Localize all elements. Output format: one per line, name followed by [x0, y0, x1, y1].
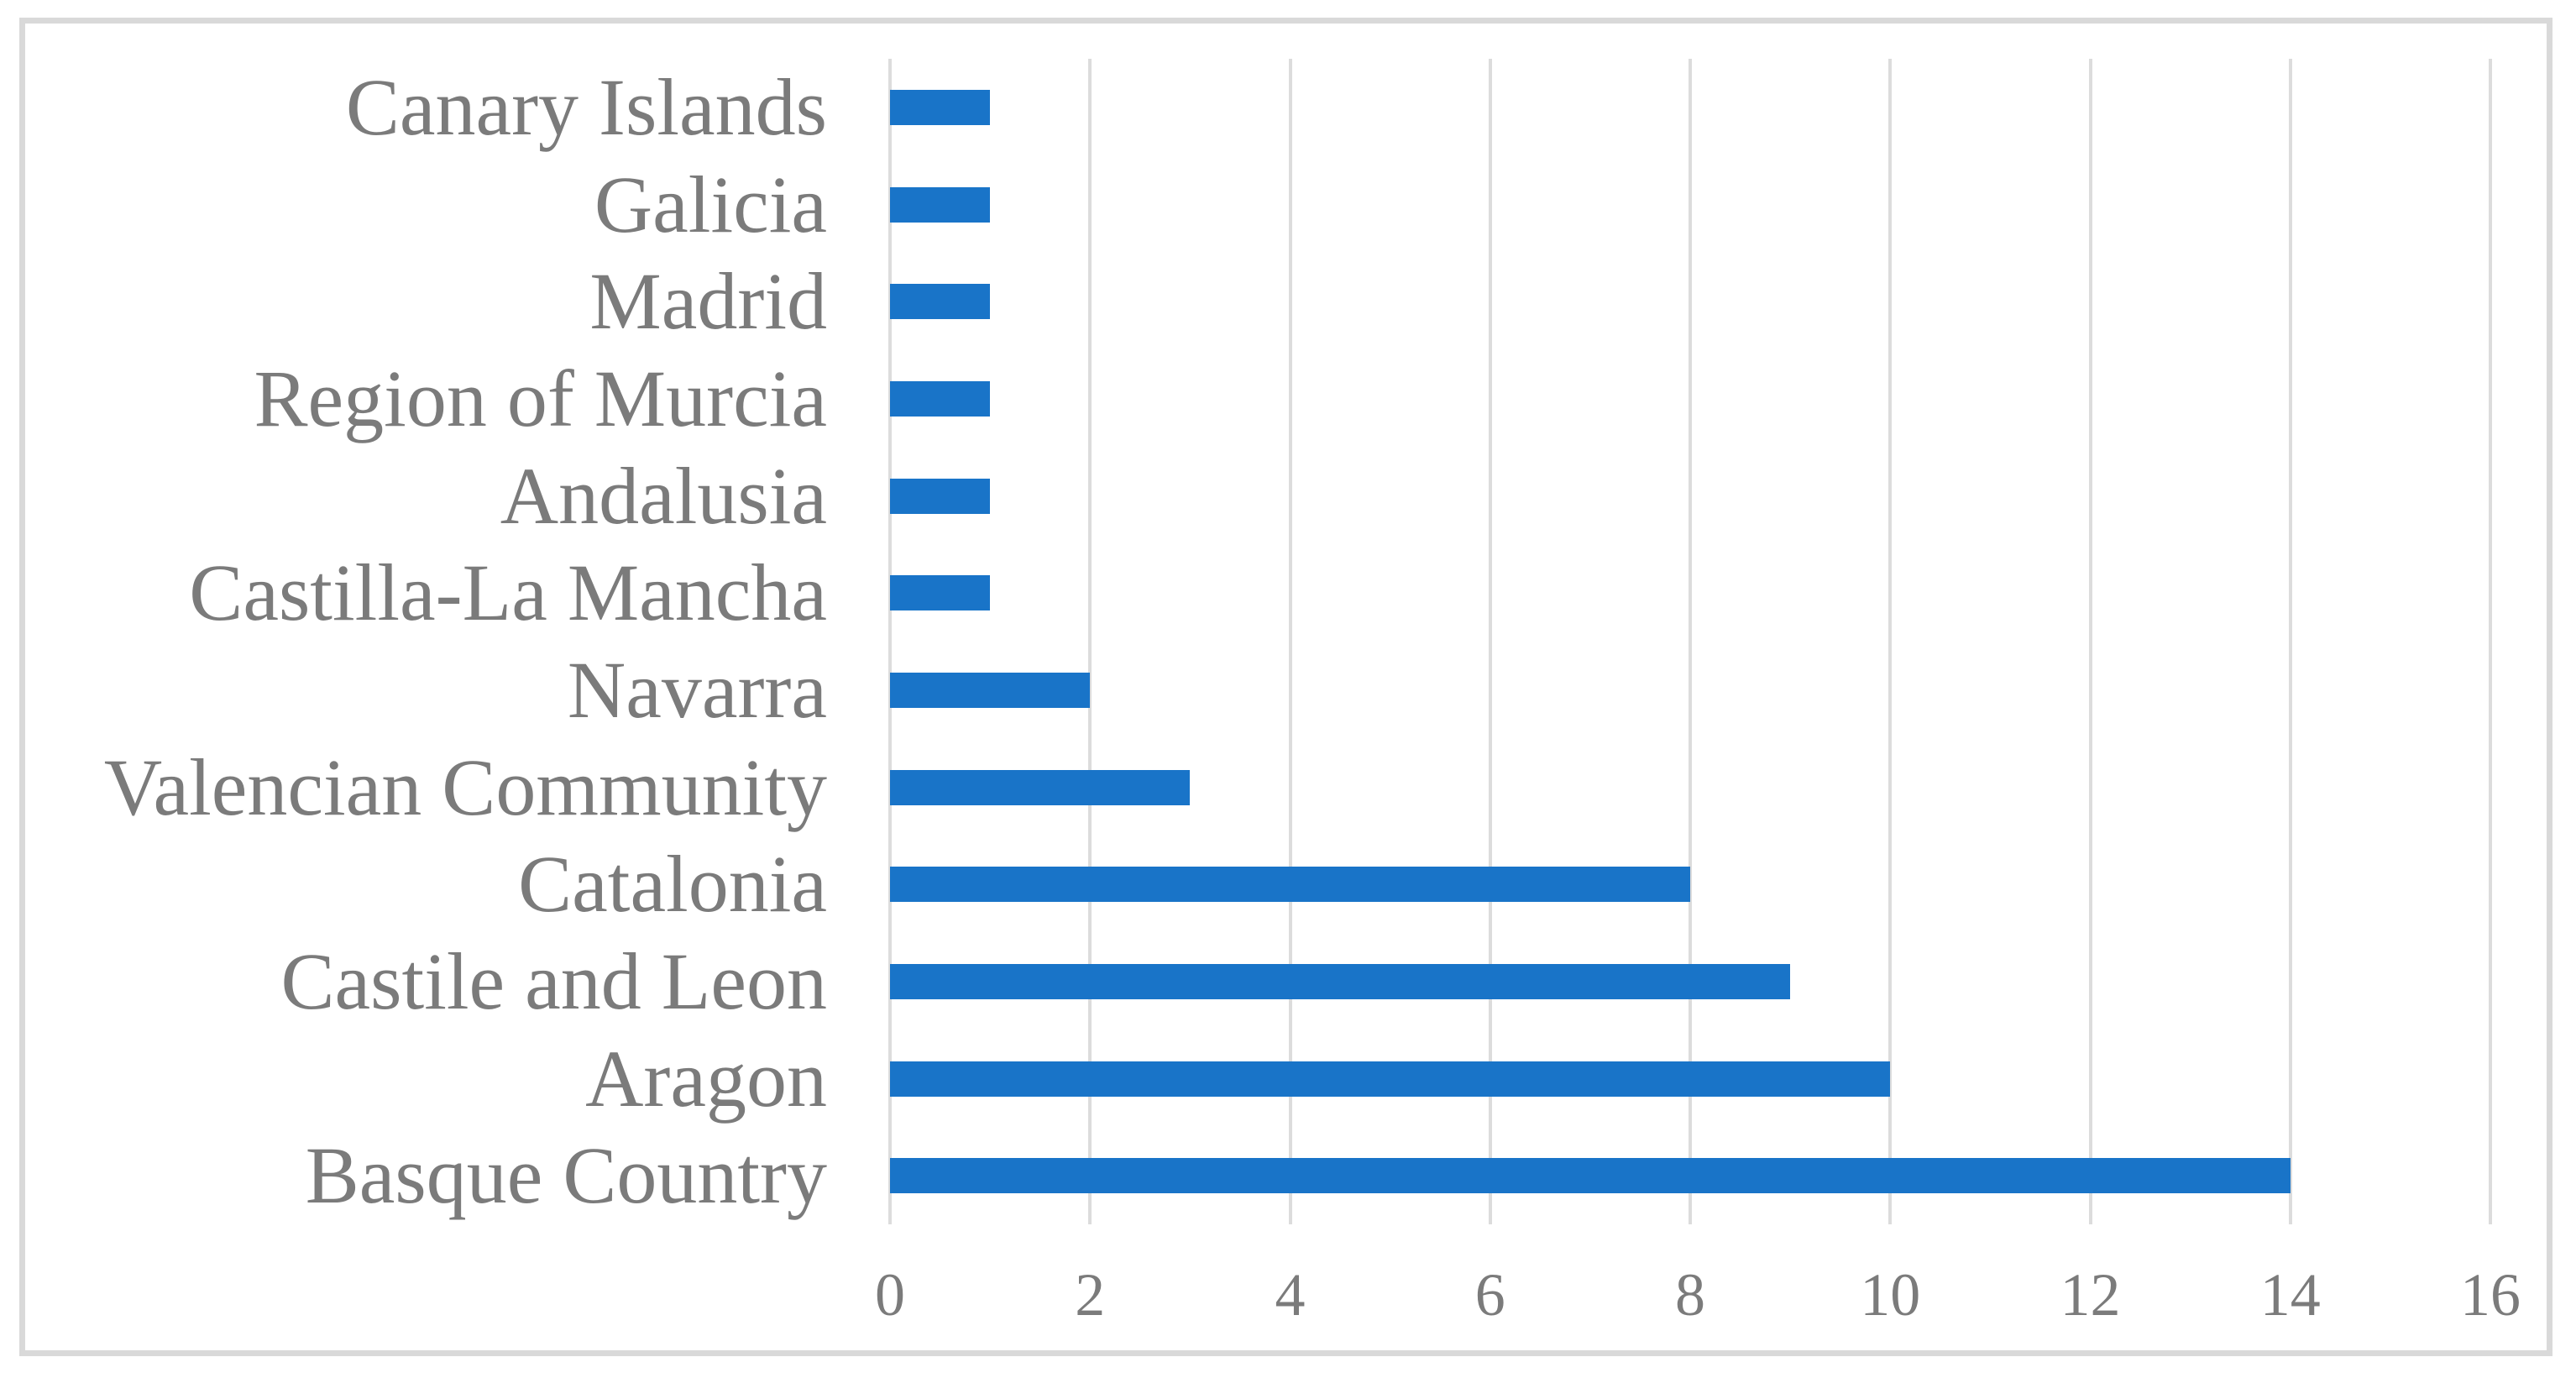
bars [890, 59, 2490, 1224]
x-tick-label: 6 [1474, 1261, 1505, 1328]
gridline [1088, 59, 1092, 1224]
x-tick-label: 16 [2460, 1261, 2521, 1328]
category-label: Andalusia [500, 450, 827, 541]
gridline [2088, 59, 2092, 1224]
gridlines [888, 59, 2492, 1224]
bar [890, 380, 991, 417]
x-tick-label: 4 [1275, 1261, 1306, 1328]
bar-row [890, 1127, 2490, 1224]
bar-row [890, 253, 2490, 350]
bar [890, 1061, 1891, 1097]
category-label: Castile and Leon [280, 935, 827, 1026]
bar [890, 186, 991, 223]
category-label: Madrid [589, 256, 827, 347]
bar-row [890, 739, 2490, 836]
gridline [1488, 59, 1492, 1224]
bar-row [890, 59, 2490, 156]
bar [890, 89, 991, 125]
bar [890, 672, 1091, 708]
bar [890, 1158, 2291, 1194]
gridline [2489, 59, 2492, 1224]
bar [890, 478, 991, 514]
category-label: Aragon [585, 1033, 827, 1124]
x-tick-label: 2 [1075, 1261, 1106, 1328]
bar-row [890, 544, 2490, 642]
bar-row [890, 642, 2490, 739]
x-tick-label: 0 [875, 1261, 905, 1328]
x-tick-label: 14 [2259, 1261, 2321, 1328]
category-label: Catalonia [518, 839, 827, 930]
bar-row [890, 933, 2490, 1030]
category-label: Canary Islands [345, 61, 827, 152]
bar [890, 867, 1690, 903]
category-label: Basque Country [305, 1130, 827, 1221]
x-tick-label: 10 [1860, 1261, 1921, 1328]
category-label: Galicia [594, 159, 827, 249]
gridline [2288, 59, 2292, 1224]
bar [890, 963, 1791, 999]
plot-area [888, 59, 2492, 1224]
bar [890, 575, 991, 611]
category-label: Valencian Community [103, 741, 827, 832]
gridline [888, 59, 892, 1224]
bar [890, 769, 1191, 805]
gridline [1888, 59, 1893, 1224]
gridline [1288, 59, 1292, 1224]
bar-row [890, 156, 2490, 254]
bar [890, 284, 991, 320]
category-label: Navarra [567, 644, 827, 735]
x-axis: 0 2 4 6 8 10 12 14 16 [875, 1261, 2521, 1349]
bar-row [890, 836, 2490, 933]
bar-row [890, 1030, 2490, 1128]
category-label: Region of Murcia [254, 353, 828, 443]
chart-border [19, 18, 2552, 1356]
category-labels: Canary Islands Galicia Madrid Region of Mur… [0, 59, 827, 1224]
bar-row [890, 448, 2490, 545]
gridline [1689, 59, 1692, 1224]
category-label: Castilla-La Mancha [189, 548, 827, 638]
bar-row [890, 350, 2490, 448]
x-tick-label: 12 [2060, 1261, 2121, 1328]
x-tick-label: 8 [1675, 1261, 1705, 1328]
